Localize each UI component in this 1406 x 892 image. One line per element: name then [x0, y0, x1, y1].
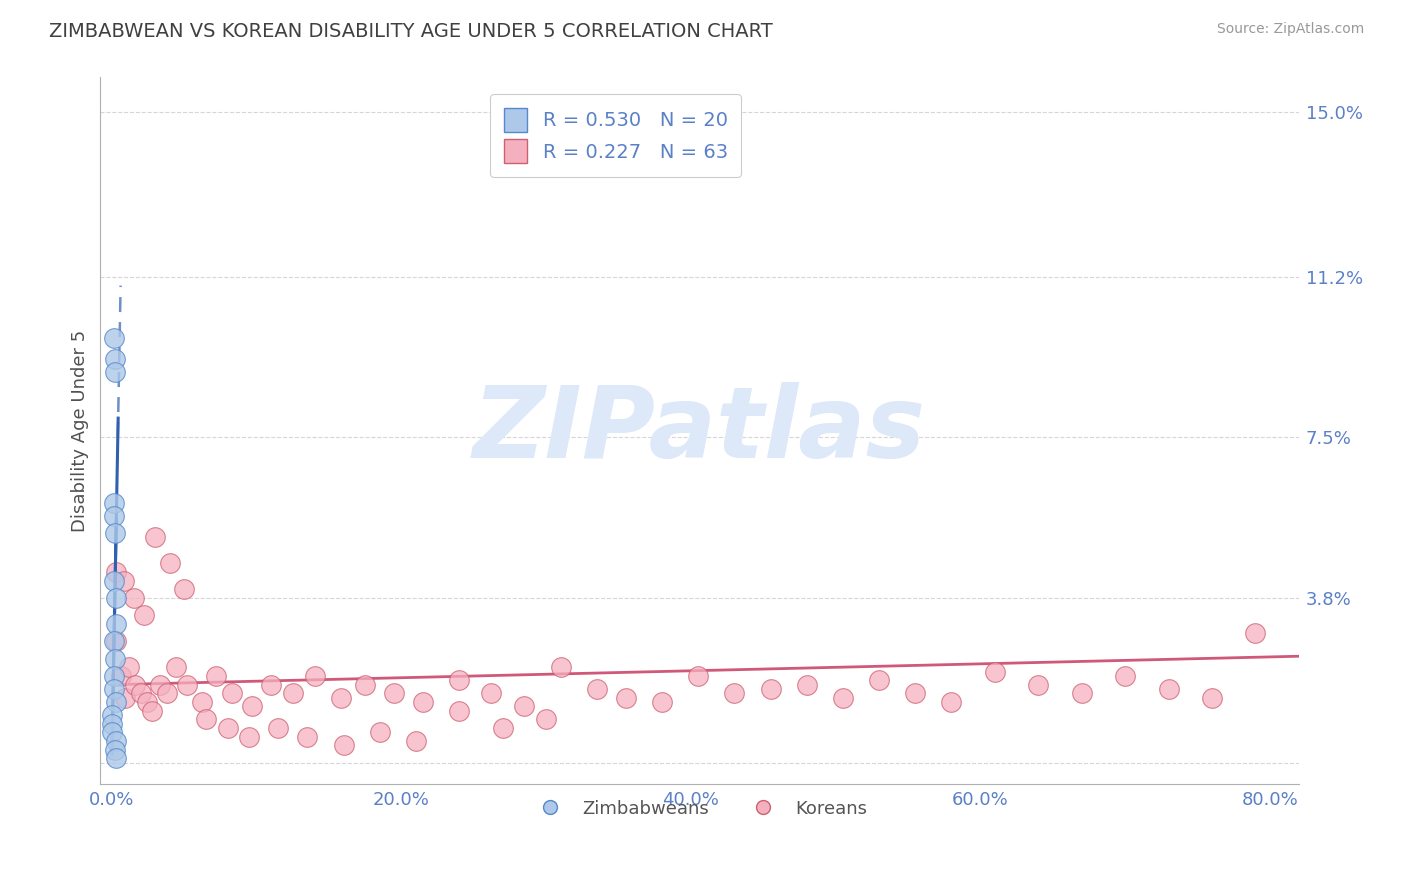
Point — [122, 591, 145, 605]
Point — [332, 739, 354, 753]
Point — [723, 686, 745, 700]
Point — [513, 699, 536, 714]
Point — [104, 743, 127, 757]
Point — [651, 695, 673, 709]
Point — [304, 669, 326, 683]
Text: Source: ZipAtlas.com: Source: ZipAtlas.com — [1216, 22, 1364, 37]
Point — [159, 556, 181, 570]
Point — [156, 686, 179, 700]
Point — [112, 574, 135, 588]
Point — [449, 673, 471, 688]
Point — [267, 721, 290, 735]
Point — [831, 690, 853, 705]
Point — [1244, 625, 1267, 640]
Point — [585, 681, 607, 696]
Point — [104, 751, 127, 765]
Point — [103, 495, 125, 509]
Point — [412, 695, 434, 709]
Point — [103, 574, 125, 588]
Point — [281, 686, 304, 700]
Point — [124, 678, 146, 692]
Point — [354, 678, 377, 692]
Point — [550, 660, 572, 674]
Point — [190, 695, 212, 709]
Point — [1070, 686, 1092, 700]
Point — [143, 530, 166, 544]
Point — [240, 699, 263, 714]
Point — [1201, 690, 1223, 705]
Y-axis label: Disability Age Under 5: Disability Age Under 5 — [72, 330, 89, 532]
Legend: Zimbabweans, Koreans: Zimbabweans, Koreans — [524, 792, 875, 825]
Point — [759, 681, 782, 696]
Point — [114, 690, 136, 705]
Point — [101, 708, 124, 723]
Point — [260, 678, 283, 692]
Point — [984, 665, 1007, 679]
Point — [221, 686, 243, 700]
Point — [104, 734, 127, 748]
Point — [195, 712, 218, 726]
Point — [329, 690, 352, 705]
Point — [129, 686, 152, 700]
Point — [101, 725, 124, 739]
Point — [103, 634, 125, 648]
Point — [405, 734, 427, 748]
Point — [382, 686, 405, 700]
Point — [534, 712, 557, 726]
Point — [103, 681, 125, 696]
Point — [479, 686, 502, 700]
Point — [217, 721, 239, 735]
Point — [1157, 681, 1180, 696]
Point — [205, 669, 228, 683]
Point — [103, 331, 125, 345]
Point — [941, 695, 963, 709]
Point — [614, 690, 637, 705]
Point — [176, 678, 198, 692]
Point — [105, 565, 128, 579]
Point — [105, 634, 128, 648]
Point — [149, 678, 172, 692]
Point — [104, 695, 127, 709]
Point — [368, 725, 391, 739]
Point — [110, 669, 132, 683]
Point — [104, 651, 127, 665]
Point — [688, 669, 710, 683]
Point — [141, 704, 163, 718]
Point — [104, 352, 127, 367]
Point — [103, 365, 125, 379]
Point — [904, 686, 927, 700]
Point — [1026, 678, 1049, 692]
Point — [104, 525, 127, 540]
Point — [135, 695, 157, 709]
Point — [132, 608, 155, 623]
Point — [173, 582, 195, 597]
Point — [868, 673, 890, 688]
Point — [238, 730, 260, 744]
Point — [103, 508, 125, 523]
Point — [165, 660, 187, 674]
Point — [105, 616, 128, 631]
Point — [796, 678, 818, 692]
Text: ZIPatlas: ZIPatlas — [472, 383, 927, 479]
Point — [118, 660, 141, 674]
Point — [492, 721, 515, 735]
Point — [104, 591, 127, 605]
Point — [103, 669, 125, 683]
Text: ZIMBABWEAN VS KOREAN DISABILITY AGE UNDER 5 CORRELATION CHART: ZIMBABWEAN VS KOREAN DISABILITY AGE UNDE… — [49, 22, 773, 41]
Point — [297, 730, 319, 744]
Point — [1114, 669, 1136, 683]
Point — [101, 716, 124, 731]
Point — [449, 704, 471, 718]
